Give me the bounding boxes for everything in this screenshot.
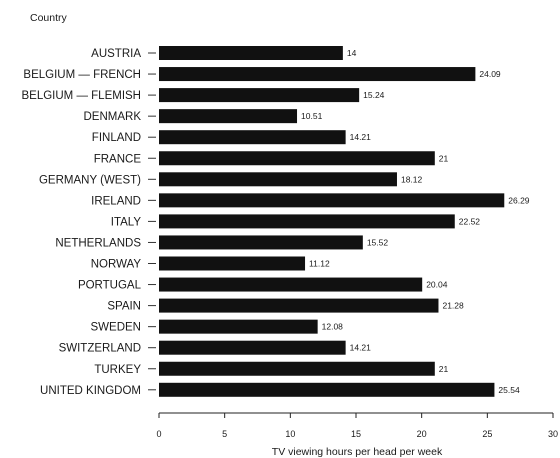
bar	[159, 235, 363, 250]
category-label: AUSTRIA	[91, 48, 141, 60]
category-label: NETHERLANDS	[55, 237, 141, 249]
category-label: BELGIUM — FLEMISH	[22, 90, 142, 102]
category-label: SWEDEN	[91, 322, 141, 334]
value-label: 21	[439, 364, 449, 374]
value-label: 11.12	[309, 259, 330, 269]
bar	[159, 109, 298, 124]
category-label: ITALY	[111, 216, 142, 228]
category-label: FRANCE	[94, 153, 142, 165]
bar	[159, 46, 343, 60]
bar	[159, 340, 346, 355]
category-label: BELGIUM — FRENCH	[23, 69, 141, 81]
category-label: DENMARK	[83, 111, 141, 123]
x-ticks-layer: 0 5 10 15 20 25 30	[156, 413, 558, 439]
value-label: 21.28	[442, 301, 464, 311]
bar	[159, 298, 439, 313]
category-label: SWITZERLAND	[59, 343, 141, 355]
bar	[159, 193, 505, 208]
value-label: 15.52	[367, 237, 389, 247]
value-label: 20.04	[426, 280, 448, 290]
x-tick-label: 5	[222, 429, 227, 439]
value-label: 15.24	[363, 90, 385, 100]
value-label: 22.52	[459, 216, 481, 226]
value-label: 26.29	[508, 195, 530, 205]
category-label: SPAIN	[107, 301, 141, 313]
category-label: TURKEY	[94, 364, 141, 376]
bar	[159, 88, 360, 103]
x-tick-label: 25	[482, 429, 492, 439]
category-axis-title: Country	[30, 12, 68, 24]
bar	[159, 214, 455, 229]
value-label: 24.09	[479, 69, 501, 79]
x-tick-label: 0	[156, 429, 161, 439]
category-label: GERMANY (WEST)	[39, 174, 141, 186]
category-label: FINLAND	[92, 132, 141, 144]
value-label: 21	[439, 153, 449, 163]
x-axis-title: TV viewing hours per head per week	[272, 446, 443, 458]
bar	[159, 277, 423, 292]
bar	[159, 256, 306, 271]
bar	[159, 67, 476, 82]
bar	[159, 319, 318, 334]
x-tick-label: 30	[548, 429, 558, 439]
value-label: 10.51	[301, 111, 323, 121]
x-tick-label: 20	[417, 429, 427, 439]
value-label: 14.21	[350, 132, 372, 142]
category-label: IRELAND	[91, 195, 141, 207]
x-tick-label: 15	[351, 429, 361, 439]
value-label: 14.21	[350, 343, 372, 353]
value-label: 18.12	[401, 174, 423, 184]
category-label: PORTUGAL	[78, 280, 142, 292]
bars-layer: AUSTRIA 14 BELGIUM — FRENCH 24.09 BELGIUM — …	[22, 46, 530, 397]
category-label: UNITED KINGDOM	[40, 385, 141, 397]
bar	[159, 382, 495, 397]
value-label: 14	[347, 48, 357, 58]
bar	[159, 361, 435, 376]
bar	[159, 130, 346, 145]
bar	[159, 172, 397, 187]
x-tick-label: 10	[285, 429, 295, 439]
category-label: NORWAY	[91, 259, 142, 271]
bar	[159, 151, 435, 166]
value-label: 25.54	[498, 385, 520, 395]
value-label: 12.08	[322, 322, 344, 332]
